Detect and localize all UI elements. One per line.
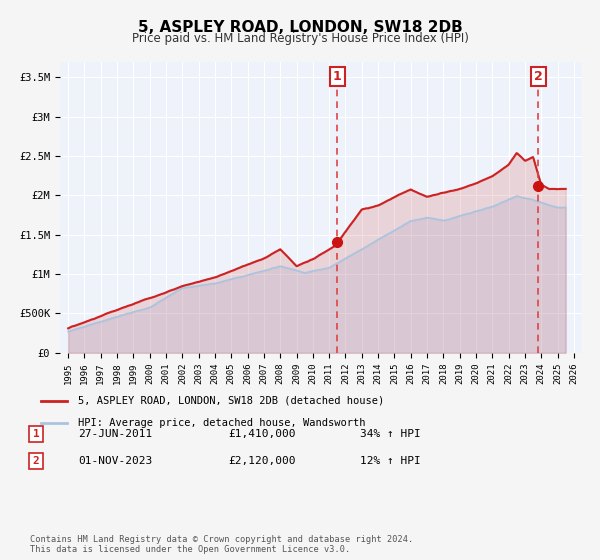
Text: 1: 1 (333, 71, 341, 83)
Text: 2: 2 (534, 71, 543, 83)
Text: This data is licensed under the Open Government Licence v3.0.: This data is licensed under the Open Gov… (30, 545, 350, 554)
Text: £2,120,000: £2,120,000 (228, 456, 296, 466)
Text: 12% ↑ HPI: 12% ↑ HPI (360, 456, 421, 466)
Text: 2: 2 (32, 456, 40, 466)
Text: HPI: Average price, detached house, Wandsworth: HPI: Average price, detached house, Wand… (77, 418, 365, 427)
Text: 1: 1 (32, 429, 40, 439)
Text: Price paid vs. HM Land Registry's House Price Index (HPI): Price paid vs. HM Land Registry's House … (131, 32, 469, 45)
Text: 34% ↑ HPI: 34% ↑ HPI (360, 429, 421, 439)
Text: 5, ASPLEY ROAD, LONDON, SW18 2DB: 5, ASPLEY ROAD, LONDON, SW18 2DB (137, 20, 463, 35)
Text: 5, ASPLEY ROAD, LONDON, SW18 2DB (detached house): 5, ASPLEY ROAD, LONDON, SW18 2DB (detach… (77, 396, 384, 405)
Text: Contains HM Land Registry data © Crown copyright and database right 2024.: Contains HM Land Registry data © Crown c… (30, 535, 413, 544)
Text: 27-JUN-2011: 27-JUN-2011 (78, 429, 152, 439)
Text: 01-NOV-2023: 01-NOV-2023 (78, 456, 152, 466)
Text: £1,410,000: £1,410,000 (228, 429, 296, 439)
